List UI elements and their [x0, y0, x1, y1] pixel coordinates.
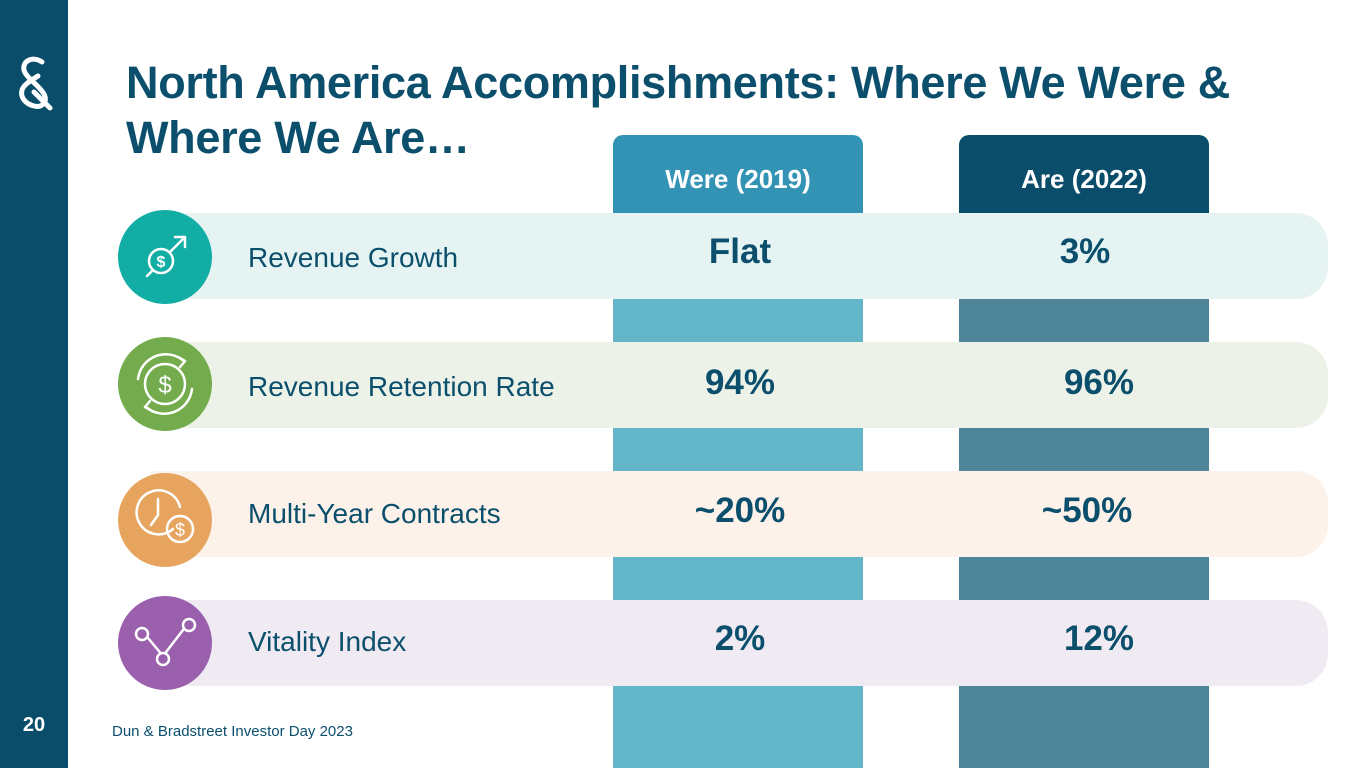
page-title: North America Accomplishments: Where We … — [126, 57, 1230, 163]
row-band-vitality-index — [150, 600, 1328, 686]
were-value-vitality-index: 2% — [714, 619, 766, 658]
brand-sidebar: 20 — [0, 0, 68, 768]
row-band-revenue-growth — [150, 213, 1328, 299]
trend-line-icon — [118, 596, 212, 690]
dollar-growth-icon: $ — [118, 210, 212, 304]
metric-label-multi-year-contracts: Multi-Year Contracts — [248, 498, 501, 529]
were-value-revenue-retention: 94% — [704, 363, 776, 402]
are-column-header: Are (2022) — [959, 135, 1209, 213]
row-band-multi-year-contracts — [150, 471, 1328, 557]
are-value-multi-year-contracts: ~50% — [1041, 491, 1133, 530]
dollar-cycle-icon: $ — [118, 337, 212, 431]
are-value-revenue-retention: 96% — [1063, 363, 1135, 402]
footer-text: Dun & Bradstreet Investor Day 2023 — [112, 723, 353, 740]
were-value-multi-year-contracts: ~20% — [694, 491, 786, 530]
were-column-header: Were (2019) — [613, 135, 863, 213]
row-band-revenue-retention — [150, 342, 1328, 428]
svg-text:$: $ — [157, 254, 166, 271]
are-value-revenue-growth: 3% — [1059, 232, 1111, 271]
page-number: 20 — [22, 714, 46, 736]
svg-text:$: $ — [175, 520, 185, 540]
clock-dollar-icon: $ — [118, 473, 212, 567]
svg-text:$: $ — [158, 372, 171, 399]
were-value-revenue-growth: Flat — [708, 232, 772, 271]
metric-label-vitality-index: Vitality Index — [248, 626, 407, 657]
are-value-vitality-index: 12% — [1063, 619, 1135, 658]
metric-label-revenue-growth: Revenue Growth — [248, 242, 459, 273]
metric-label-revenue-retention: Revenue Retention Rate — [248, 371, 555, 402]
brand-logo-icon — [19, 56, 53, 111]
